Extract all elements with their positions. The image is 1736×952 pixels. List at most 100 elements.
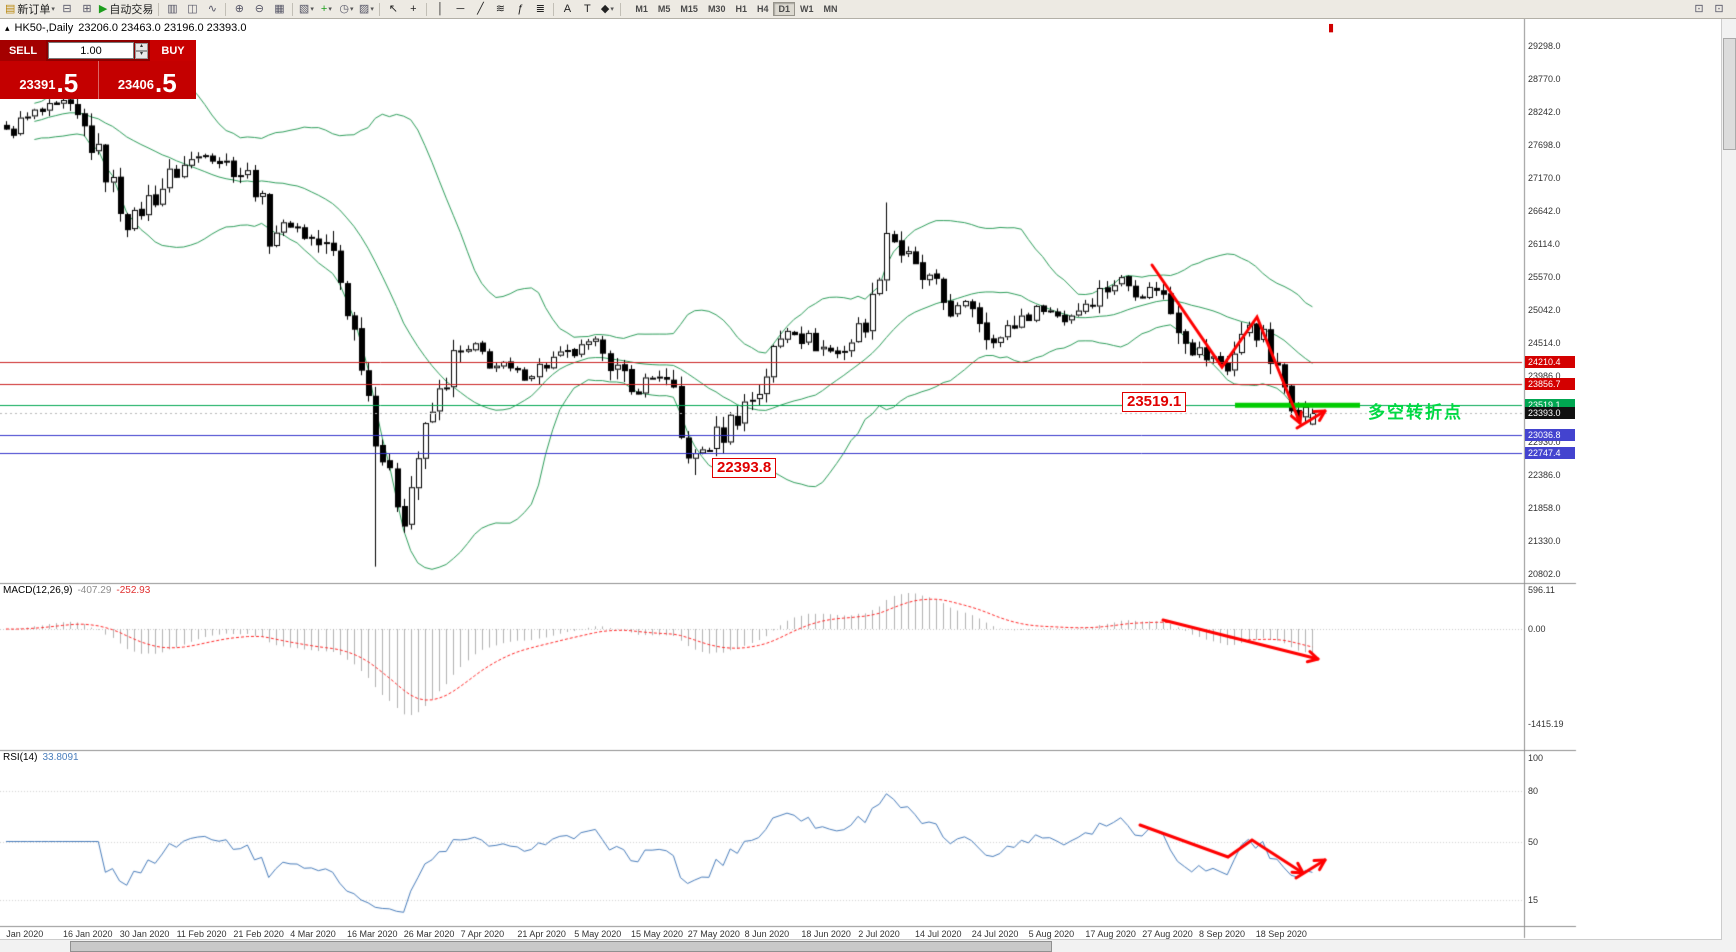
channel-button[interactable]: ≋	[490, 1, 510, 17]
buy-price-frac: .5	[154, 68, 177, 98]
candlestick-chart-button[interactable]: ◫	[182, 1, 202, 17]
bar-chart-button[interactable]: ▥	[162, 1, 182, 17]
price-tag: 24210.4	[1525, 356, 1575, 368]
toolbar-window-button[interactable]: ⊡	[1709, 1, 1729, 17]
cursor-icon: ↖	[388, 2, 398, 15]
price-axis-tick: 22386.0	[1528, 470, 1561, 480]
dropdown-arrow-icon: ▾	[370, 6, 374, 13]
template-icon: ▨	[358, 2, 370, 15]
horizontal-line-button[interactable]: ─	[450, 1, 470, 17]
timeframe-h1-button[interactable]: H1	[735, 4, 747, 14]
trendline-button[interactable]: ╱	[470, 1, 490, 17]
line-chart-button[interactable]: ∿	[202, 1, 222, 17]
date-axis-label: 17 Aug 2020	[1085, 929, 1136, 939]
toolbar-button-label: 自动交易	[109, 4, 154, 16]
horizontal-scrollbar-thumb[interactable]	[70, 941, 1052, 952]
shapes-icon: ◆	[600, 2, 610, 15]
add-indicator-button[interactable]: + ▾	[316, 1, 336, 17]
date-axis-label: 30 Jan 2020	[119, 929, 170, 939]
new-chart-button[interactable]: ▧ ▾	[296, 1, 316, 17]
price-axis-tick: 27698.0	[1528, 140, 1561, 150]
price-level-label-22393[interactable]: 22393.8	[712, 458, 777, 478]
price-axis-tick: 29298.0	[1528, 41, 1561, 51]
zoom-out-button[interactable]: ⊖	[249, 1, 269, 17]
price-axis-tick: 25570.0	[1528, 272, 1561, 282]
price-axis-tick: 28242.0	[1528, 107, 1561, 117]
toolbar-window-button[interactable]: ⊡	[1689, 1, 1709, 17]
text-button[interactable]: A	[557, 1, 577, 17]
tile-windows-button[interactable]: ▦	[269, 1, 289, 17]
timeframe-m30-button[interactable]: M30	[707, 4, 726, 14]
autotrade-button[interactable]: ▶ 自动交易	[97, 1, 155, 17]
vertical-line-icon: │	[436, 2, 444, 15]
volume-down-button[interactable]: ▾	[135, 50, 148, 59]
price-axis-tick: 25042.0	[1528, 305, 1561, 315]
chart-title: ▴ HK50-,Daily 23206.0 23463.0 23196.0 23…	[5, 22, 246, 34]
vertical-scrollbar[interactable]	[1721, 18, 1736, 952]
timeframe-m15-button[interactable]: M15	[680, 4, 698, 14]
levels-icon: ≣	[535, 2, 545, 15]
volume-input[interactable]	[48, 42, 134, 59]
price-tag: 23036.8	[1525, 429, 1575, 441]
timeframe-h4-button[interactable]: H4	[756, 4, 769, 14]
market-watch-icon: ⊟	[62, 2, 72, 15]
spinner-down-icon: ▾	[139, 51, 143, 57]
toolbar-separator	[225, 2, 227, 16]
timeframe-d1-button[interactable]: D1	[773, 2, 795, 16]
dropdown-arrow-icon: ▾	[610, 6, 614, 13]
rsi-axis-tick: 50	[1528, 836, 1539, 847]
macd-axis-tick: 0.00	[1528, 624, 1546, 634]
timeframe-w1-button[interactable]: W1	[800, 4, 814, 14]
navigator-button[interactable]: ⊞	[77, 1, 97, 17]
timeframe-m5-button[interactable]: M5	[657, 4, 671, 14]
levels-button[interactable]: ≣	[530, 1, 550, 17]
shapes-button[interactable]: ◆ ▾	[597, 1, 617, 17]
macd-name: MACD(12,26,9)	[3, 585, 73, 596]
chart-symbol-period: HK50-,Daily	[14, 22, 74, 34]
horizontal-scrollbar[interactable]	[0, 939, 1722, 952]
price-level-label-23519[interactable]: 23519.1	[1122, 392, 1187, 412]
timeframe-m1-button[interactable]: M1	[635, 4, 648, 14]
new-order-icon: ▤	[5, 2, 16, 15]
collapse-icon[interactable]: ▴	[5, 22, 10, 33]
alert-icon[interactable]: ▮	[1328, 22, 1335, 34]
zoom-in-button[interactable]: ⊕	[229, 1, 249, 17]
crosshair-button[interactable]: +	[403, 1, 423, 17]
toolbar: ▤ 新订单 ▾ ⊟ ⊞ ▶ 自动交易 ▥ ◫ ∿ ⊕ ⊖ ▦ ▧ ▾ + ▾ ◷ ▾ ▨ ▾ ↖ + │ ─ ╱ ≋ ƒ ≣ A T ◆ ▾ M1…	[0, 0, 1736, 19]
date-axis-label: 2 Jul 2020	[858, 929, 900, 939]
buy-button[interactable]: BUY	[150, 40, 196, 61]
rsi-indicator-label: RSI(14) 33.8091	[3, 752, 79, 763]
vertical-line-button[interactable]: │	[430, 1, 450, 17]
autotrade-icon: ▶	[98, 2, 108, 15]
sell-button[interactable]: SELL	[0, 40, 46, 61]
date-axis-label: 18 Jun 2020	[801, 929, 851, 939]
turning-point-annotation[interactable]: 多空转折点	[1368, 403, 1463, 422]
trade-controls-row: SELL ▴ ▾ BUY	[0, 40, 196, 61]
price-axis-tick: 21858.0	[1528, 503, 1561, 513]
fibonacci-button[interactable]: ƒ	[510, 1, 530, 17]
volume-up-button[interactable]: ▴	[135, 42, 148, 51]
date-axis-label: 16 Jan 2020	[63, 929, 113, 939]
timeframe-mn-button[interactable]: MN	[823, 4, 838, 14]
dropdown-arrow-icon: ▾	[328, 6, 332, 13]
macd-signal-value: -252.93	[116, 585, 151, 596]
label-button[interactable]: T	[577, 1, 597, 17]
date-axis-label: 27 Aug 2020	[1142, 929, 1193, 939]
price-axis-tick: 21330.0	[1528, 536, 1561, 546]
market-watch-button[interactable]: ⊟	[57, 1, 77, 17]
toolbar-separator	[379, 2, 381, 16]
toolbar-separator	[620, 2, 622, 16]
sell-price-button[interactable]: 23391 .5	[0, 61, 98, 99]
period-button[interactable]: ◷ ▾	[336, 1, 356, 17]
vertical-scrollbar-thumb[interactable]	[1723, 38, 1736, 150]
date-axis-label: 21 Feb 2020	[233, 929, 284, 939]
toolbar-separator	[158, 2, 160, 16]
spinner-up-icon: ▴	[139, 43, 143, 49]
price-axis-tick: 24514.0	[1528, 338, 1561, 348]
template-button[interactable]: ▨ ▾	[356, 1, 376, 17]
buy-price-button[interactable]: 23406 .5	[97, 61, 197, 99]
cursor-button[interactable]: ↖	[383, 1, 403, 17]
sell-price-int: 23391	[19, 77, 56, 92]
new-order-button[interactable]: ▤ 新订单 ▾	[3, 1, 57, 17]
